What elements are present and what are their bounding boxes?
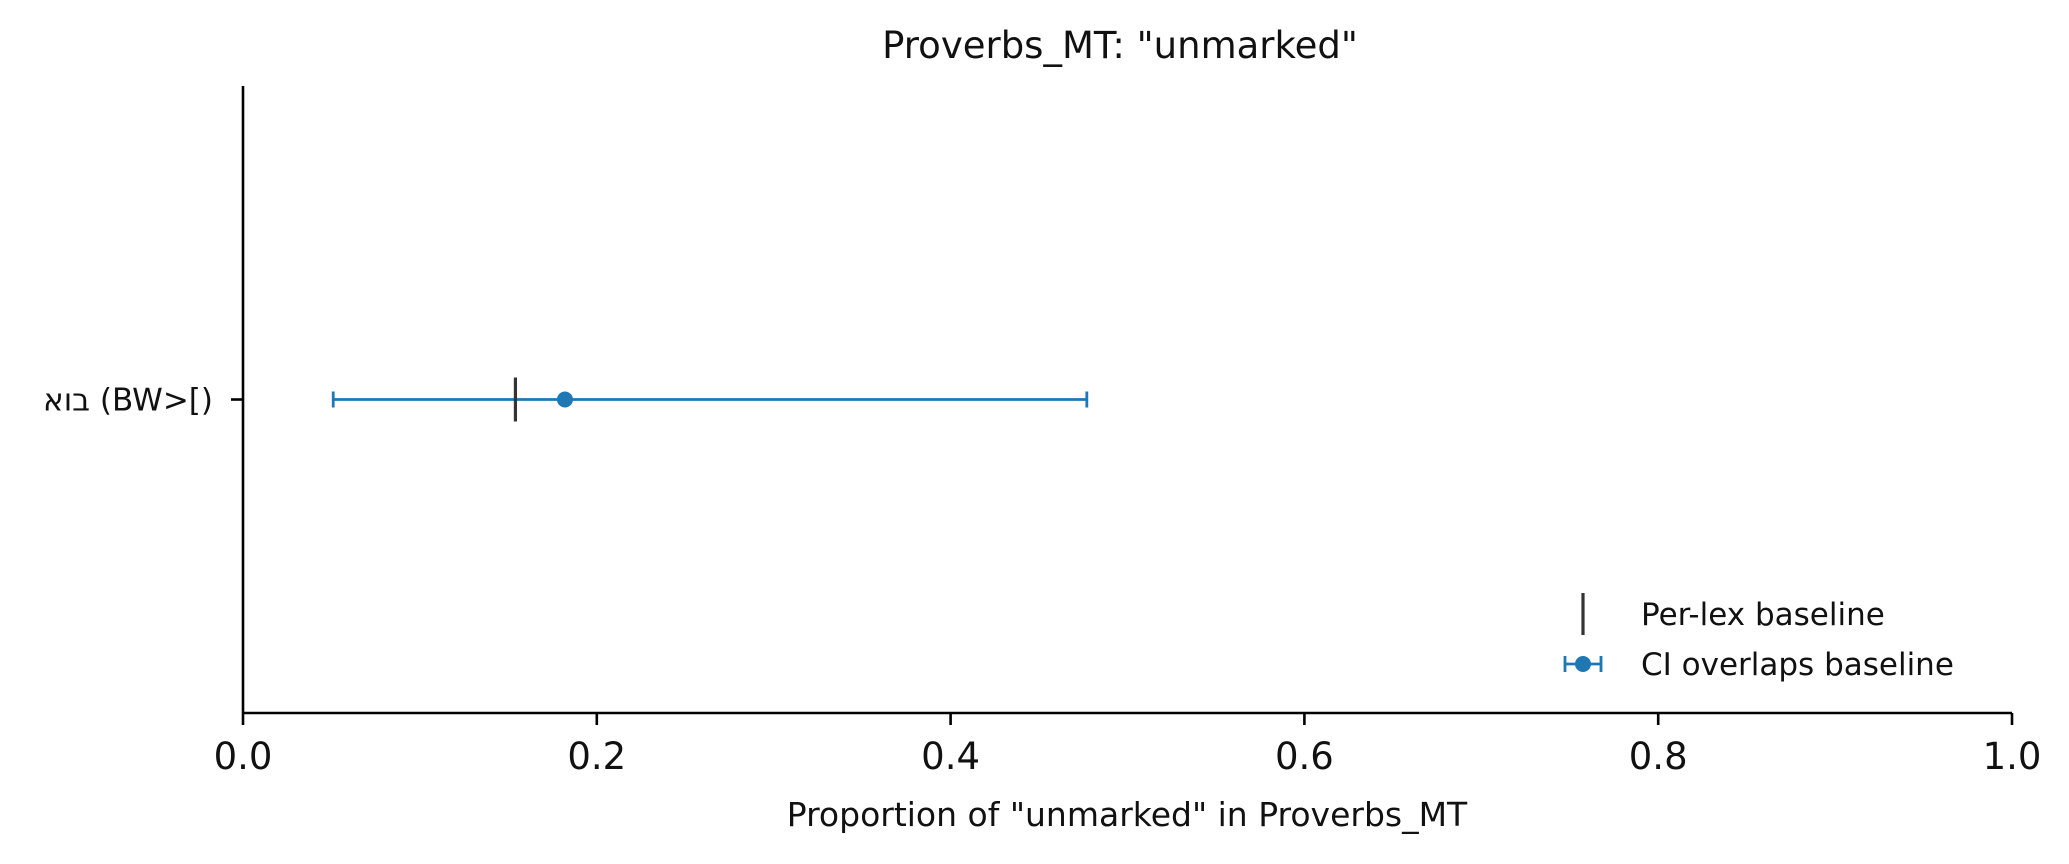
plot-area [331, 377, 1089, 422]
x-tick-label: 1.0 [1983, 735, 2042, 778]
chart-title: Proverbs_MT: "unmarked" [882, 24, 1358, 67]
y-tick-label: בוא (BW>[) [43, 383, 213, 419]
data-point [556, 391, 573, 408]
x-tick-label: 0.8 [1629, 735, 1688, 778]
legend-dot-icon [1575, 656, 1591, 672]
x-axis-ticks: 0.0 0.2 0.4 0.6 0.8 1.0 [214, 713, 2042, 778]
x-tick-label: 0.0 [214, 735, 273, 778]
x-tick-label: 0.6 [1275, 735, 1334, 778]
x-tick-label: 0.2 [567, 735, 626, 778]
legend-label: Per-lex baseline [1641, 597, 1885, 633]
legend-label: CI overlaps baseline [1641, 647, 1954, 683]
legend: Per-lex baseline CI overlaps baseline [1563, 593, 1954, 683]
x-axis-label: Proportion of "unmarked" in Proverbs_MT [787, 795, 1468, 834]
x-tick-label: 0.4 [921, 735, 980, 778]
y-axis-ticks: בוא (BW>[) [43, 383, 243, 419]
